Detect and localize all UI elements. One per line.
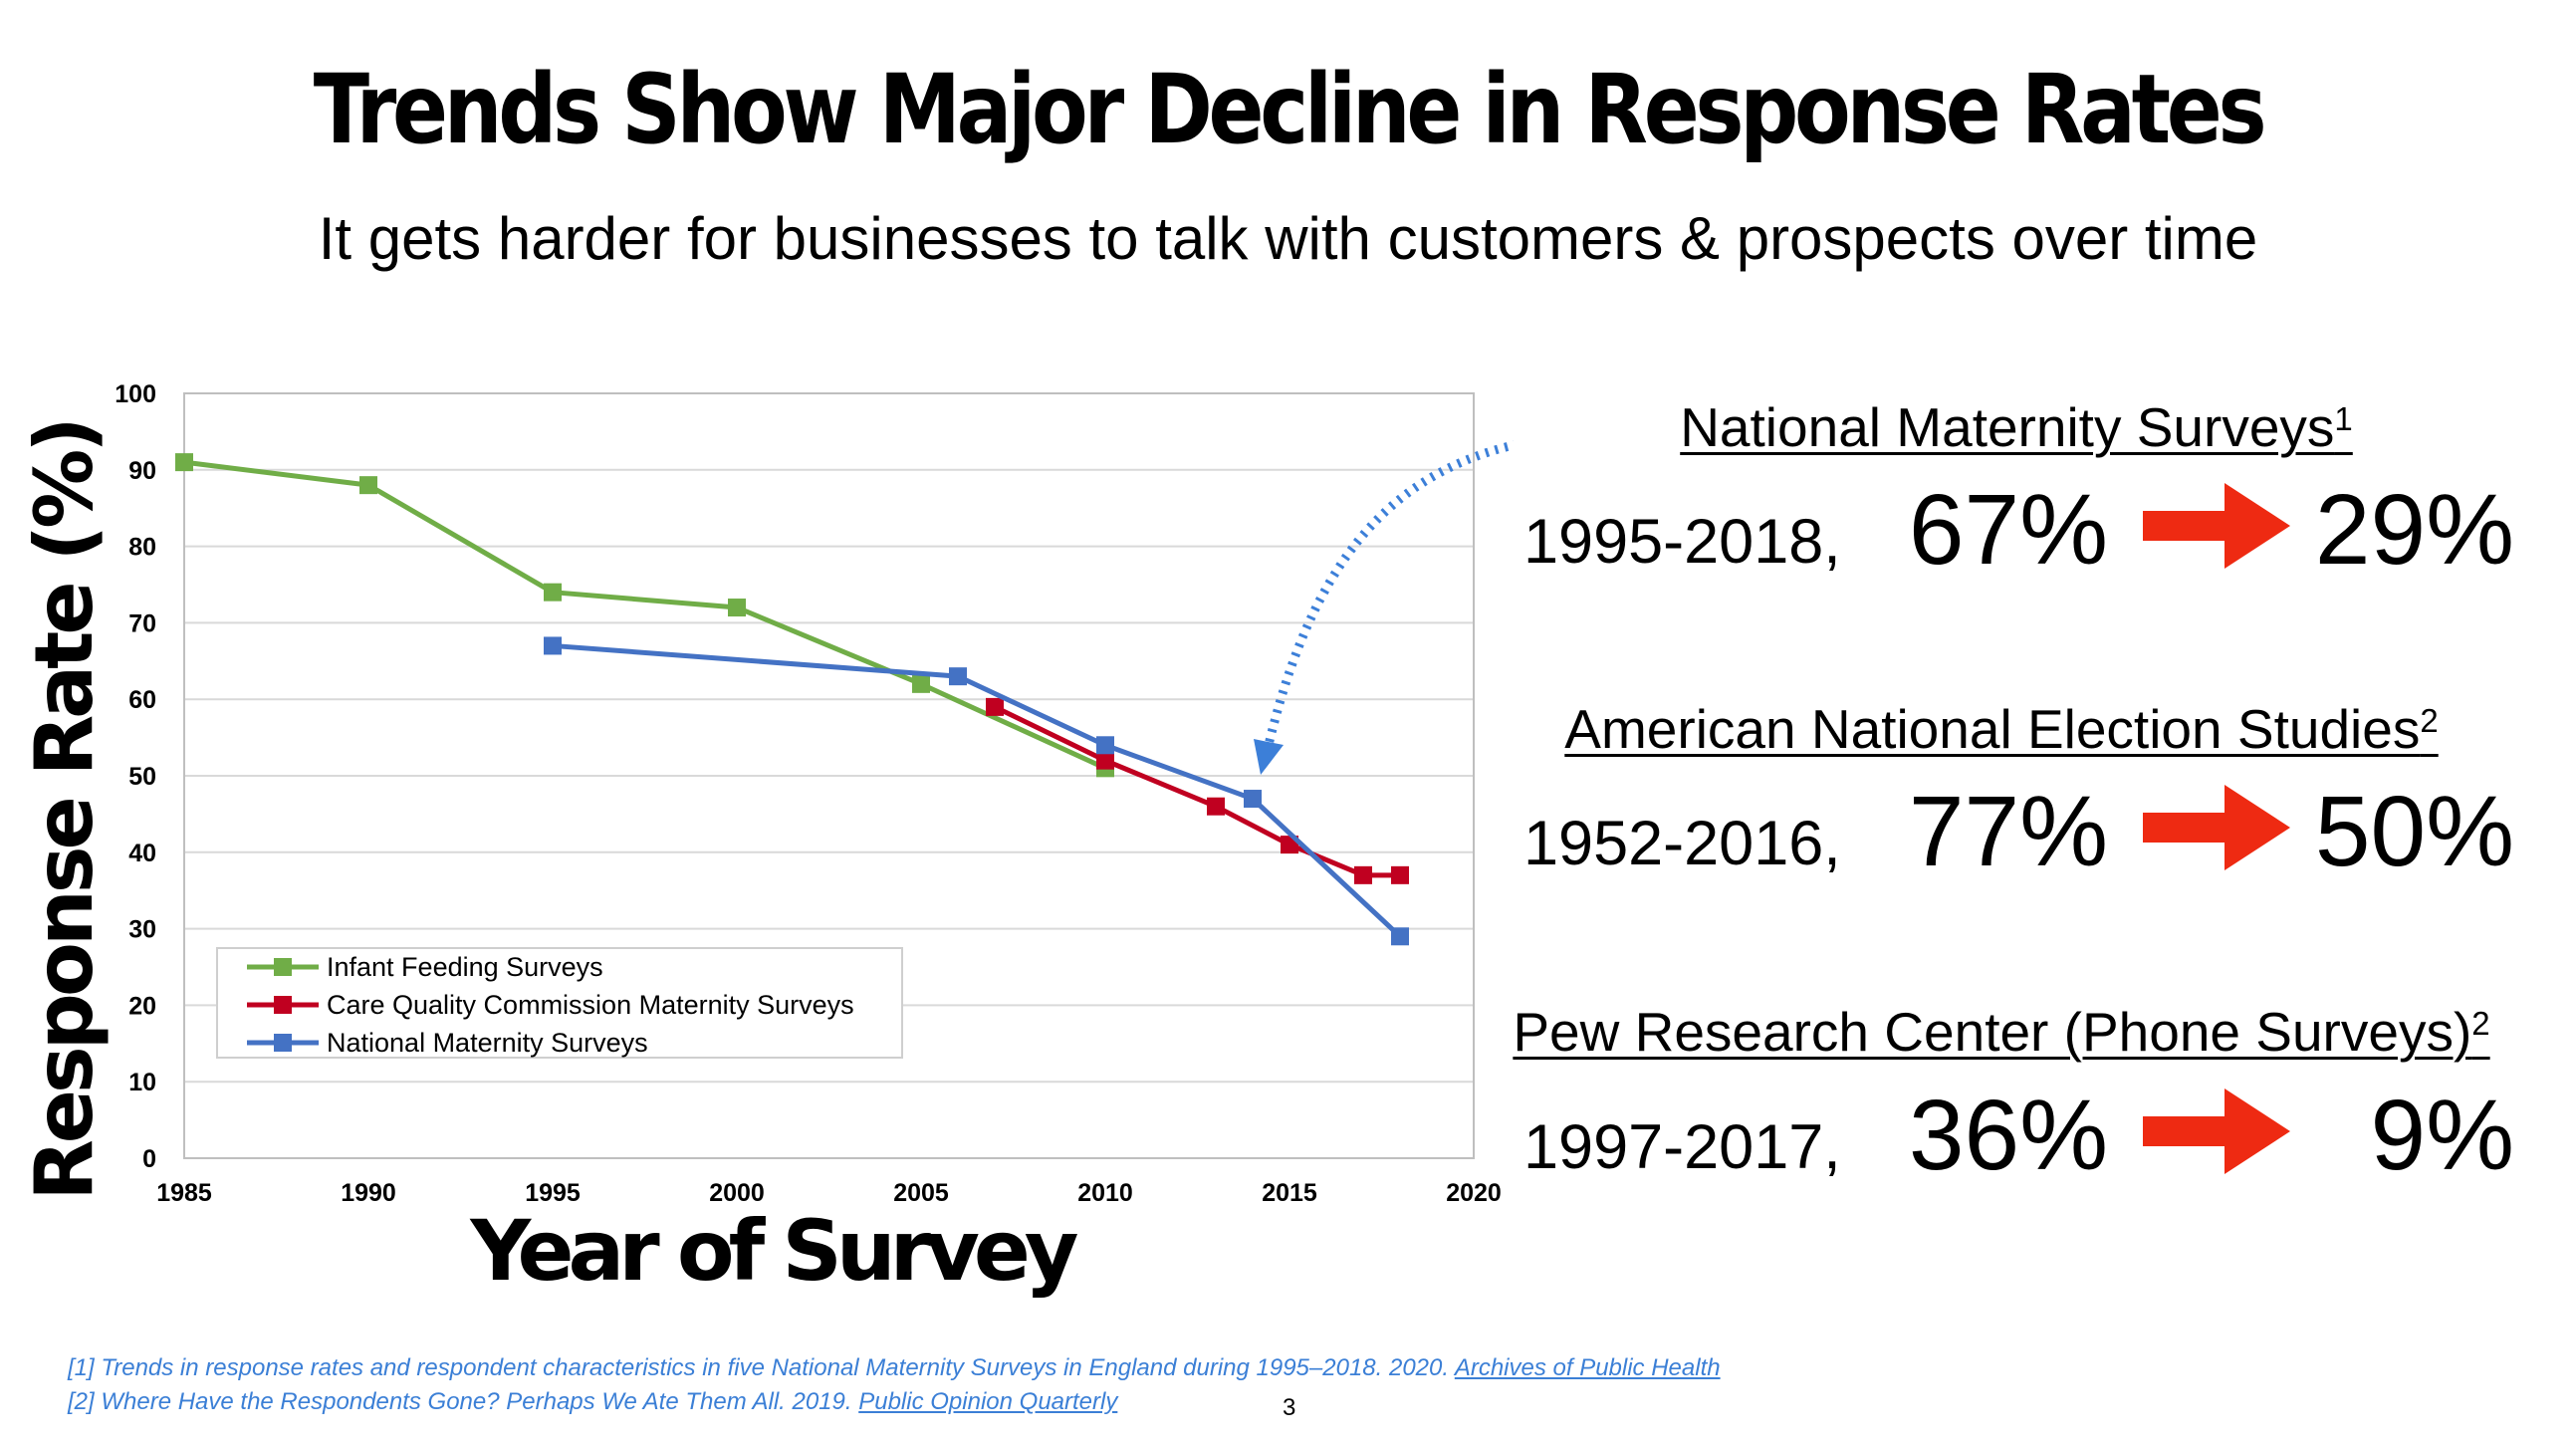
data-point <box>175 453 193 472</box>
x-tick-label: 2010 <box>1077 1179 1133 1207</box>
stat-heading: American National Election Studies2 <box>1564 702 2438 757</box>
data-point <box>1391 927 1409 946</box>
footnote-1: [1] Trends in response rates and respond… <box>68 1354 1721 1381</box>
x-tick-label: 2015 <box>1262 1179 1317 1207</box>
stat-from-value: 77% <box>1908 776 2108 887</box>
plot-area <box>183 392 1475 1159</box>
stat-heading: National Maternity Surveys1 <box>1680 400 2353 455</box>
legend-label: Care Quality Commission Maternity Survey… <box>327 990 854 1020</box>
x-tick-label: 2000 <box>709 1179 765 1207</box>
x-tick-label: 1985 <box>156 1179 212 1207</box>
series-1 <box>175 453 1114 778</box>
legend-marker <box>274 1034 292 1052</box>
x-tick-label: 1990 <box>341 1179 396 1207</box>
data-point <box>1391 865 1409 884</box>
y-tick-label: 40 <box>128 840 156 867</box>
arrow-shape <box>2143 1088 2290 1174</box>
y-tick-label: 60 <box>128 686 156 714</box>
y-tick-label: 70 <box>128 609 156 637</box>
right-arrow-icon <box>2143 483 2290 569</box>
data-point <box>728 599 746 617</box>
y-tick-label: 10 <box>128 1069 156 1096</box>
data-point <box>1244 790 1262 809</box>
legend-label: Infant Feeding Surveys <box>327 952 603 982</box>
y-tick-label: 100 <box>115 380 156 408</box>
data-point <box>912 674 930 693</box>
data-point <box>359 476 377 495</box>
right-arrow-icon <box>2143 1088 2290 1174</box>
stat-period: 1995-2018, <box>1523 507 1841 577</box>
stat-heading-text: American National Election Studies <box>1564 698 2421 760</box>
x-axis-ticks: 1985 1990 1995 2000 2005 2010 2015 2020 <box>156 1179 1502 1207</box>
data-point <box>544 583 562 602</box>
stat-from-value: 67% <box>1908 474 2108 586</box>
stat-heading: Pew Research Center (Phone Surveys)2 <box>1513 1005 2489 1060</box>
arrow-shape <box>2143 785 2290 870</box>
slide-title: Trends Show Major Decline in Response Ra… <box>313 54 2267 165</box>
data-point <box>949 667 967 686</box>
annotation-dotted-curve <box>1264 440 1514 747</box>
legend-marker <box>274 996 292 1014</box>
x-tick-label: 2005 <box>893 1179 949 1207</box>
data-point <box>1096 751 1114 770</box>
data-point <box>1096 736 1114 755</box>
right-arrow-icon <box>2143 785 2290 870</box>
footnote-2-link[interactable]: Public Opinion Quarterly <box>858 1388 1118 1415</box>
series-3 <box>544 636 1409 946</box>
stat-period: 1952-2016, <box>1523 809 1841 878</box>
y-tick-label: 20 <box>128 992 156 1020</box>
arrow-shape <box>2143 483 2290 569</box>
x-tick-label: 2020 <box>1446 1179 1502 1207</box>
legend-marker <box>274 958 292 976</box>
footnote-2: [2] Where Have the Respondents Gone? Per… <box>68 1388 1118 1415</box>
slide-subtitle: It gets harder for businesses to talk wi… <box>318 205 2258 272</box>
stat-from-value: 36% <box>1908 1080 2108 1191</box>
footnote-1-link[interactable]: Archives of Public Health <box>1454 1354 1721 1381</box>
stat-ref: 2 <box>2420 702 2439 739</box>
stat-to-value: 9% <box>2370 1080 2514 1191</box>
stat-to-value: 50% <box>2314 776 2514 887</box>
y-tick-label: 50 <box>128 763 156 791</box>
data-point <box>986 697 1004 716</box>
stat-ref: 1 <box>2334 400 2353 437</box>
legend-label: National Maternity Surveys <box>327 1028 648 1058</box>
stat-heading-text: Pew Research Center (Phone Surveys) <box>1513 1001 2472 1063</box>
response-rate-chart: 0 10 20 30 40 50 60 70 80 90 100 1985 1990 1995 2000 2… <box>18 380 1514 1300</box>
stat-period: 1997-2017, <box>1523 1112 1841 1182</box>
stat-ref: 2 <box>2471 1005 2490 1042</box>
page-number: 3 <box>1283 1394 1296 1421</box>
annotation-arrow <box>1254 440 1514 776</box>
y-axis-ticks: 0 10 20 30 40 50 60 70 80 90 100 <box>115 380 156 1173</box>
y-tick-label: 90 <box>128 457 156 485</box>
chart-series <box>175 453 1409 946</box>
y-tick-label: 0 <box>142 1145 156 1173</box>
y-tick-label: 80 <box>128 534 156 562</box>
series-line <box>183 459 1107 771</box>
x-axis-title: Year of Survey <box>469 1202 1077 1300</box>
series-2 <box>986 697 1409 884</box>
data-point <box>1354 865 1372 884</box>
legend-box <box>216 947 903 1059</box>
x-tick-label: 1995 <box>525 1179 581 1207</box>
stat-heading-text: National Maternity Surveys <box>1680 396 2335 458</box>
data-point <box>1207 797 1225 816</box>
y-axis-title: Response Rate (%) <box>18 420 111 1201</box>
chart-legend: Infant Feeding Surveys Care Quality Commi… <box>216 947 903 1059</box>
annotation-arrowhead <box>1254 739 1284 776</box>
series-line <box>993 704 1400 878</box>
y-tick-label: 30 <box>128 916 156 944</box>
stat-to-value: 29% <box>2314 474 2514 586</box>
series-line <box>552 642 1402 939</box>
data-point <box>544 636 562 655</box>
